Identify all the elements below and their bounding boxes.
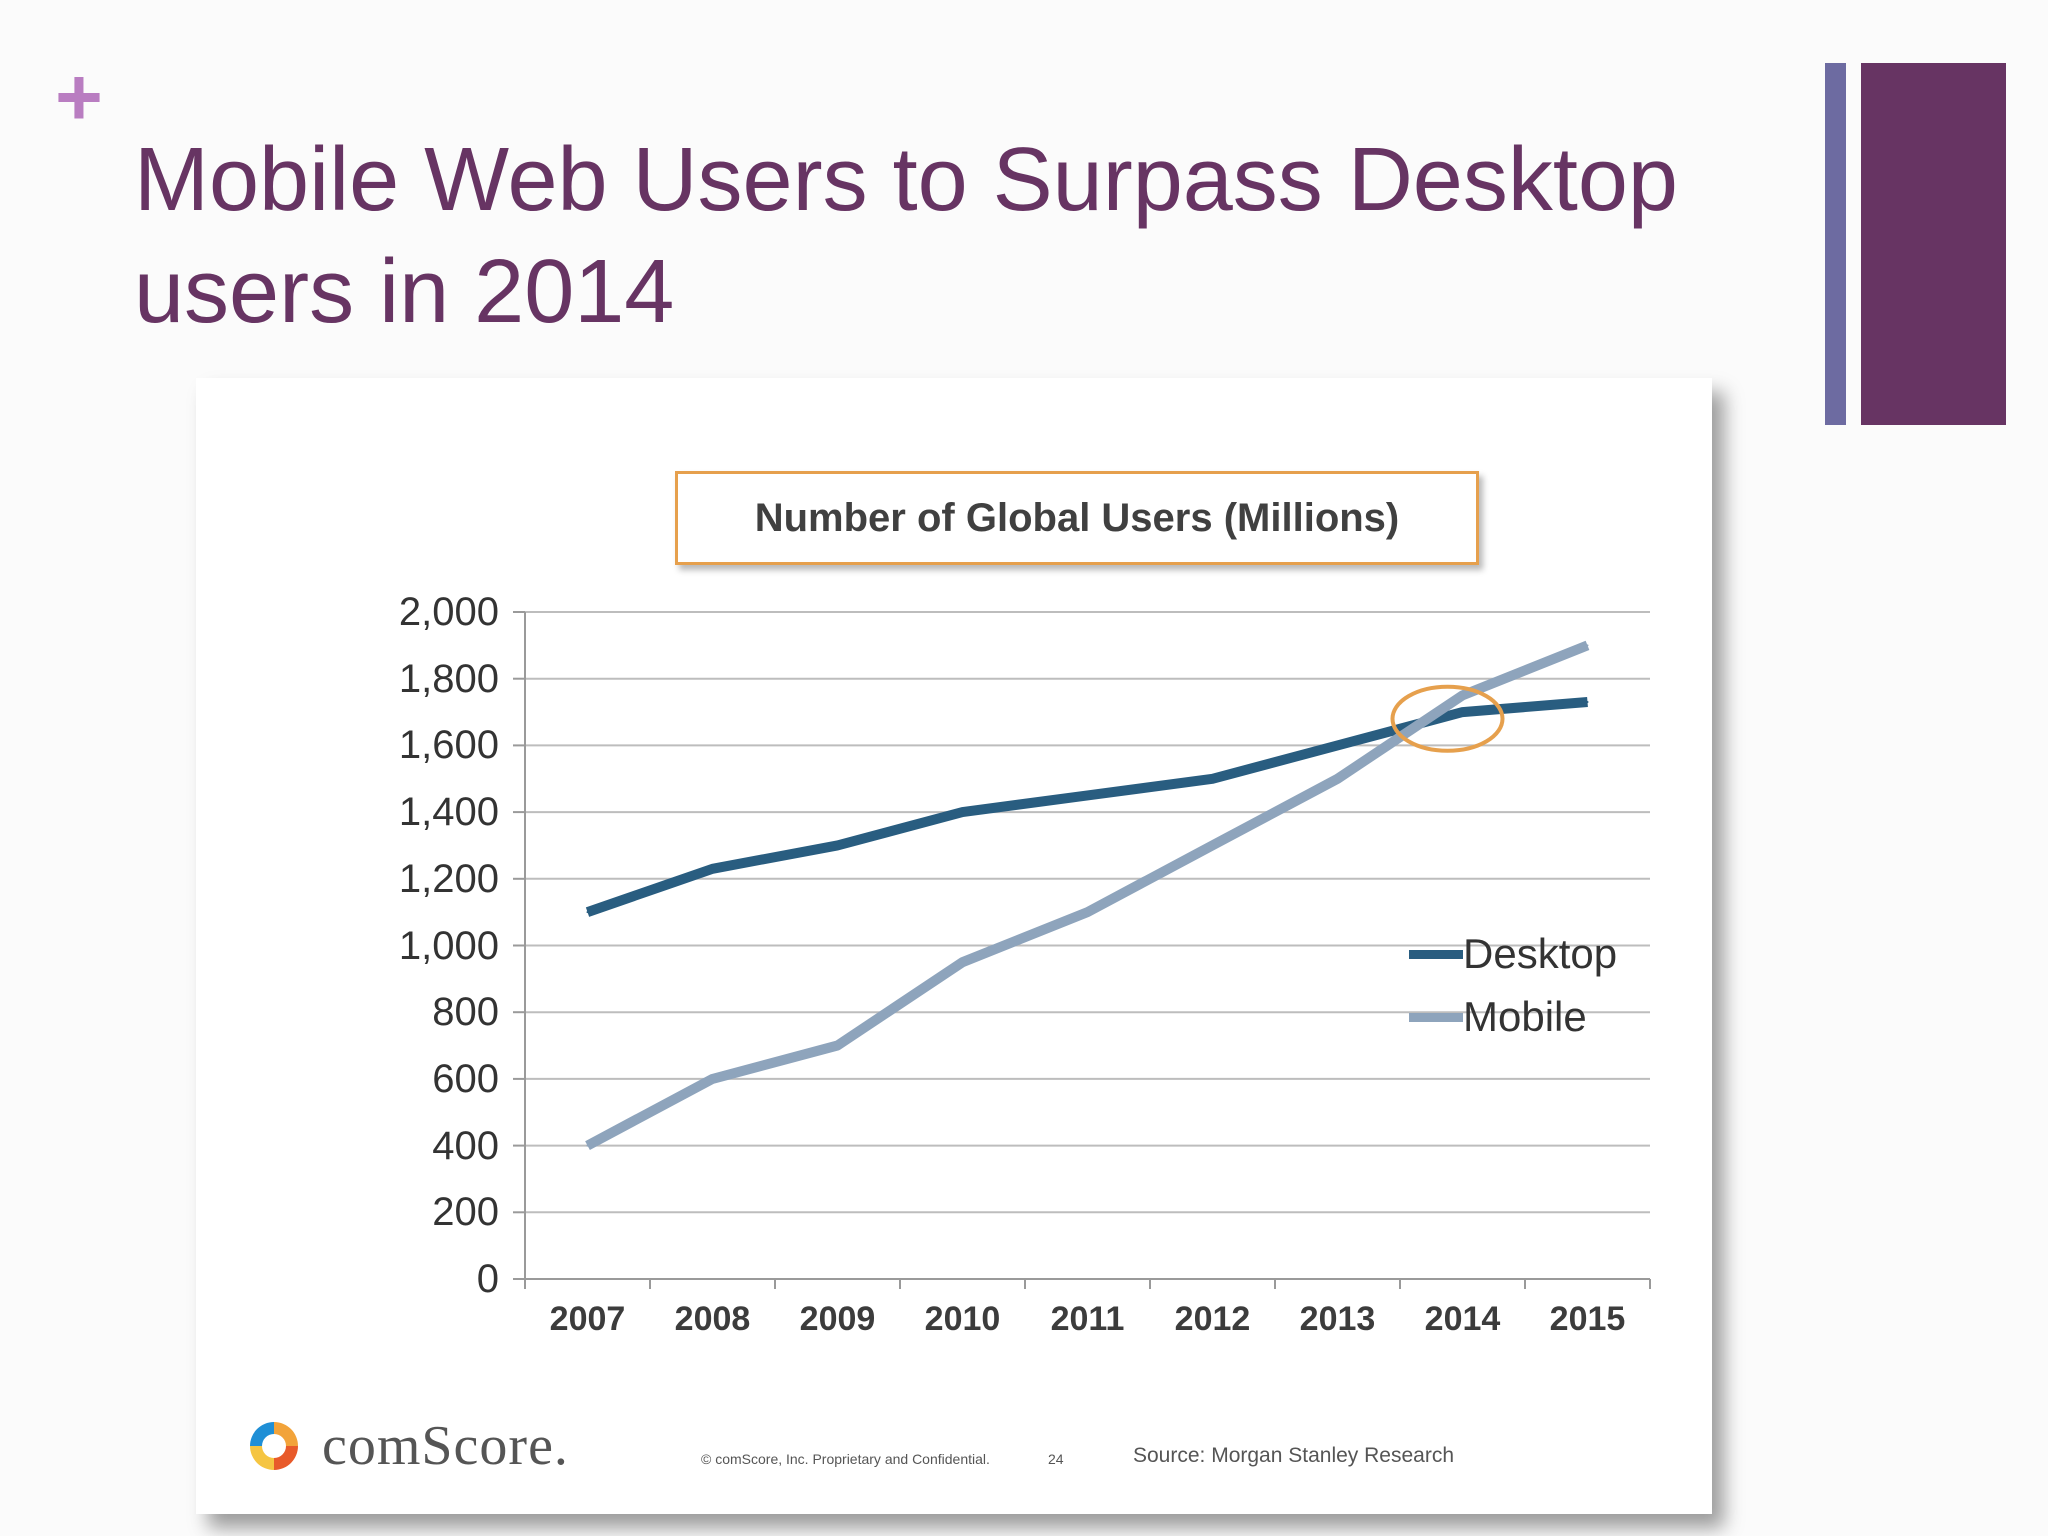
y-tick-label-200: 200: [432, 1190, 499, 1235]
chart-card: Number of Global Users (Millions) 0 200 40…: [196, 378, 1712, 1514]
footer-source: Source: Morgan Stanley Research: [1133, 1444, 1454, 1467]
point-mobile-2014: [1461, 694, 1464, 697]
comscore-logo-text: comScore.: [322, 1415, 569, 1477]
point-desktop-2009: [836, 844, 839, 847]
x-tick-label-2013: 2013: [1299, 1300, 1376, 1338]
x-tick-label-2010: 2010: [924, 1300, 1001, 1338]
x-tick-label-2014: 2014: [1424, 1300, 1501, 1338]
comscore-logo: comScore.: [246, 1411, 569, 1481]
comscore-logo-icon: [250, 1422, 298, 1470]
legend-mobile: Mobile: [1409, 993, 1587, 1040]
chart-title: Number of Global Users (Millions): [754, 495, 1400, 540]
point-desktop-2014: [1461, 711, 1464, 714]
point-mobile-2015: [1586, 644, 1589, 647]
y-tick-label-0: 0: [476, 1257, 499, 1301]
x-tick-label-2015: 2015: [1549, 1300, 1626, 1338]
point-desktop-2008: [711, 867, 714, 870]
y-tick-label-600: 600: [432, 1056, 499, 1101]
point-desktop-2013: [1336, 744, 1339, 747]
y-tick-label-2000: 2,000: [398, 590, 499, 634]
series-line-desktop: [585, 697, 1588, 917]
legend-mobile-label: Mobile: [1463, 993, 1587, 1040]
slide-title-line-2: users in 2014: [134, 242, 675, 342]
point-mobile-2008: [711, 1077, 714, 1080]
legend-mobile-swatch: [1409, 1012, 1463, 1022]
y-tick-label-1200: 1,200: [398, 856, 499, 901]
x-tick-label-2008: 2008: [674, 1300, 751, 1338]
x-tick-label-2012: 2012: [1174, 1300, 1251, 1338]
point-desktop-2015: [1586, 701, 1589, 704]
y-tick-label-1600: 1,600: [398, 723, 499, 768]
point-mobile-2009: [836, 1044, 839, 1047]
y-tick-label-800: 800: [432, 990, 499, 1035]
crossover-annotation-circle: [1390, 684, 1505, 753]
plus-icon: +: [55, 52, 103, 143]
y-tick-label-400: 400: [432, 1123, 499, 1168]
footer-confidential: © comScore, Inc. Proprietary and Confide…: [701, 1451, 990, 1467]
y-tick-label-1400: 1,400: [398, 790, 499, 835]
y-tick-label-1800: 1,800: [398, 656, 499, 701]
x-tick-label-2009: 2009: [799, 1300, 876, 1338]
legend-desktop: Desktop: [1409, 930, 1618, 977]
x-tick-label-2007: 2007: [549, 1300, 626, 1338]
point-desktop-2011: [1086, 794, 1089, 797]
chart-canvas: [513, 611, 1651, 1289]
point-mobile-2013: [1336, 777, 1339, 780]
point-desktop-2007: [586, 911, 589, 914]
point-mobile-2010: [961, 961, 964, 964]
legend-desktop-swatch: [1409, 949, 1463, 959]
point-desktop-2010: [961, 811, 964, 814]
point-mobile-2007: [586, 1144, 589, 1147]
accent-bar-wide: [1861, 63, 2006, 425]
footer-page-number: 24: [1048, 1451, 1064, 1467]
y-tick-label-1000: 1,000: [398, 923, 499, 968]
point-mobile-2012: [1211, 844, 1214, 847]
x-tick-label-2011: 2011: [1050, 1300, 1125, 1338]
slide-title-line-1: Mobile Web Users to Surpass Desktop: [134, 130, 1678, 230]
point-desktop-2012: [1211, 777, 1214, 780]
point-mobile-2011: [1086, 911, 1089, 914]
chart-title-box: Number of Global Users (Millions): [675, 471, 1479, 565]
slide-title: Mobile Web Users to Surpass Desktop user…: [134, 124, 1754, 348]
legend-desktop-label: Desktop: [1463, 930, 1618, 977]
accent-bar-thin: [1825, 63, 1846, 425]
